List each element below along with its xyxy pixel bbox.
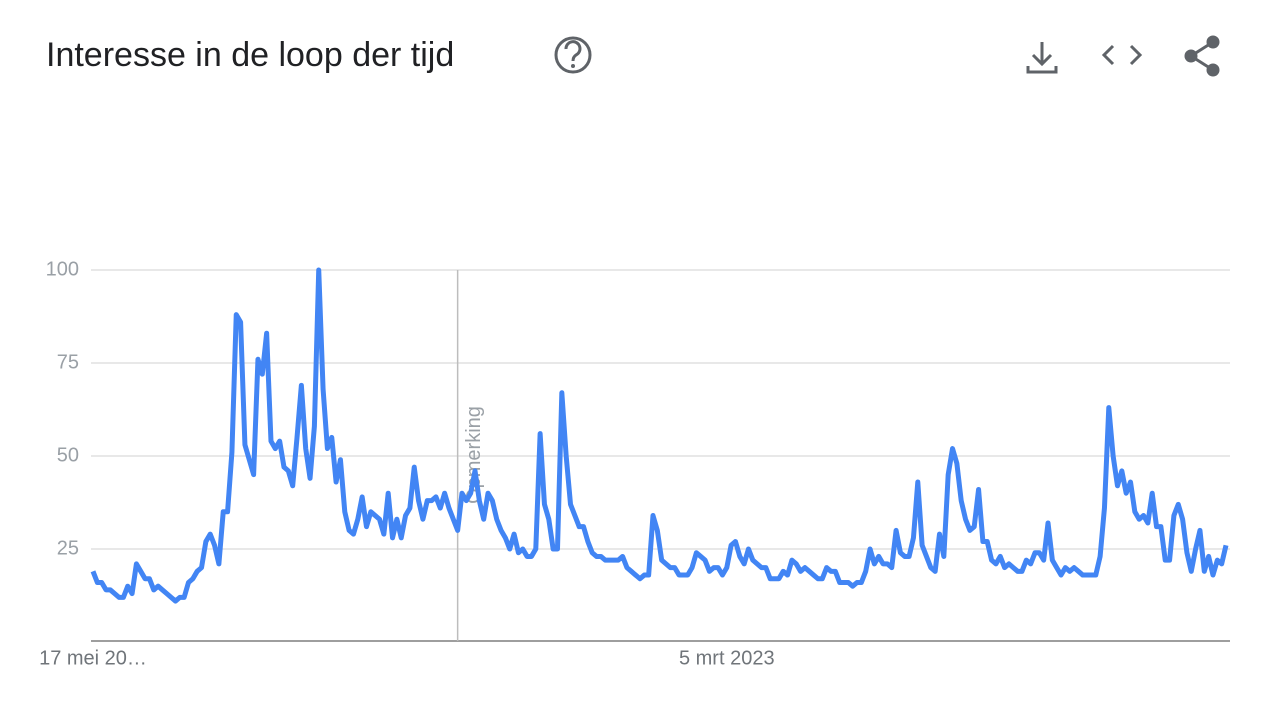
y-tick-label: 25 xyxy=(57,537,79,559)
embed-icon[interactable] xyxy=(1101,44,1143,66)
y-tick-label: 50 xyxy=(57,444,79,466)
help-icon[interactable] xyxy=(554,36,592,74)
share-icon[interactable] xyxy=(1184,35,1220,77)
series-line xyxy=(90,267,1229,604)
x-tick-label: 17 mei 20… xyxy=(39,647,147,669)
y-tick-label: 100 xyxy=(46,258,79,280)
x-tick-label: 5 mrt 2023 xyxy=(679,647,775,669)
y-tick-label: 75 xyxy=(57,351,79,373)
chart-title: Interesse in de loop der tijd xyxy=(46,36,454,74)
annotation-label: Opmerking xyxy=(463,406,485,504)
plot: 25 50 75 100 17 mei 20… 5 mrt 2023 Opmerking xyxy=(39,258,1230,669)
download-icon[interactable] xyxy=(1026,42,1058,74)
